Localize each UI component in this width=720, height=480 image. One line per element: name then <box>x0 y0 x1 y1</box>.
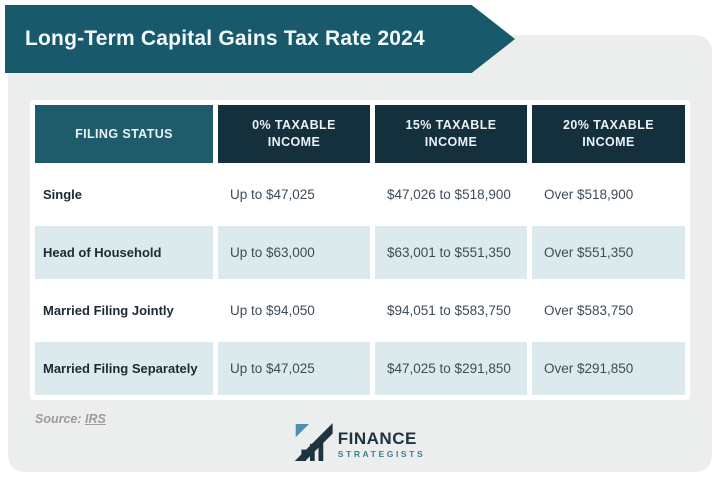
table-row-label: Married Filing Separately <box>35 342 213 395</box>
page-title: Long-Term Capital Gains Tax Rate 2024 <box>25 27 425 50</box>
tax-rate-table: Filing Status 0% Taxable Income 15% Taxa… <box>30 100 690 400</box>
table-cell: $47,025 to $291,850 <box>375 342 527 395</box>
logo-wordmark-finance: FINANCE <box>337 429 417 449</box>
finance-strategists-logo: FINANCE STRATEGISTS <box>294 423 426 466</box>
logo-wordmark-strategists: STRATEGISTS <box>337 449 426 460</box>
source-link[interactable]: IRS <box>85 412 106 426</box>
bar-chart-mountain-icon <box>294 423 333 466</box>
table-cell: Over $518,900 <box>532 168 685 221</box>
table-cell: Over $551,350 <box>532 226 685 279</box>
table-cell: Over $583,750 <box>532 284 685 337</box>
title-banner: Long-Term Capital Gains Tax Rate 2024 <box>5 5 515 73</box>
column-header-15-percent: 15% Taxable Income <box>375 105 527 163</box>
source-attribution: Source: IRS <box>35 412 106 426</box>
table-cell: $47,026 to $518,900 <box>375 168 527 221</box>
table-cell: $94,051 to $583,750 <box>375 284 527 337</box>
column-header-filing-status: Filing Status <box>35 105 213 163</box>
column-header-0-percent: 0% Taxable Income <box>218 105 370 163</box>
table-cell: Up to $94,050 <box>218 284 370 337</box>
table-cell: Up to $63,000 <box>218 226 370 279</box>
table-cell: Over $291,850 <box>532 342 685 395</box>
source-label: Source: <box>35 412 82 426</box>
table-cell: Up to $47,025 <box>218 168 370 221</box>
table-row-label: Single <box>35 168 213 221</box>
column-header-20-percent: 20% Taxable Income <box>532 105 685 163</box>
table-cell: $63,001 to $551,350 <box>375 226 527 279</box>
table-row-label: Married Filing Jointly <box>35 284 213 337</box>
table-row-label: Head of Household <box>35 226 213 279</box>
table-cell: Up to $47,025 <box>218 342 370 395</box>
